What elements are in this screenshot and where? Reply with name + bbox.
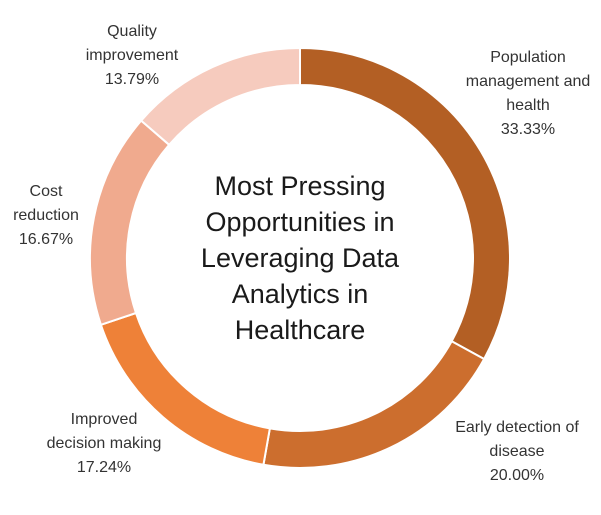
slice-label-line-1-1: disease xyxy=(489,443,544,460)
slice-label-2: Improved decision making 17.24% xyxy=(47,411,162,476)
slice-value-4: 13.79% xyxy=(105,71,159,88)
slices-group xyxy=(89,46,511,469)
labels-group: Population management and health 33.33% Earl… xyxy=(13,23,590,484)
slice-label-1: Early detection of disease 20.00% xyxy=(455,419,579,484)
slice-label-0: Population management and health 33.33% xyxy=(466,49,591,138)
chart-title-line-4: Healthcare xyxy=(235,315,366,345)
slice-1 xyxy=(262,339,486,469)
slice-label-line-3-0: Cost xyxy=(30,183,63,200)
slice-label-line-3-1: reduction xyxy=(13,207,79,224)
slice-0 xyxy=(299,46,511,361)
slice-4 xyxy=(139,46,301,147)
slice-label-line-1-0: Early detection of xyxy=(455,419,579,436)
slice-label-line-0-0: Population xyxy=(490,49,566,66)
slice-label-line-4-1: improvement xyxy=(86,47,179,64)
chart-title-line-3: Analytics in xyxy=(232,279,369,309)
chart-title-line-1: Opportunities in xyxy=(205,207,394,237)
chart-title: Most Pressing Opportunities in Leveraging … xyxy=(201,171,400,345)
slice-label-line-4-0: Quality xyxy=(107,23,157,40)
slice-label-3: Cost reduction 16.67% xyxy=(13,183,79,248)
slice-label-4: Quality improvement 13.79% xyxy=(86,23,179,88)
slice-label-line-2-0: Improved xyxy=(71,411,138,428)
slice-3 xyxy=(89,119,171,327)
chart-title-line-0: Most Pressing xyxy=(214,171,385,201)
slice-value-2: 17.24% xyxy=(77,459,131,476)
slice-label-line-0-2: health xyxy=(506,97,550,114)
slice-label-line-0-1: management and xyxy=(466,73,591,90)
slice-label-line-2-1: decision making xyxy=(47,435,162,452)
slice-value-3: 16.67% xyxy=(19,231,73,248)
chart-title-line-2: Leveraging Data xyxy=(201,243,400,273)
slice-value-1: 20.00% xyxy=(490,467,544,484)
slice-value-0: 33.33% xyxy=(501,121,555,138)
